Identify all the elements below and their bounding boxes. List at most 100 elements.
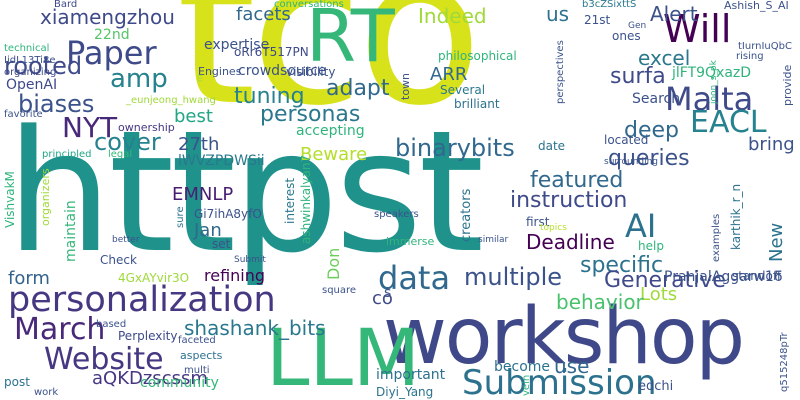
word-aqkdzscssm: co — [372, 288, 393, 309]
word-located: Search — [632, 91, 681, 107]
word-ai: AI — [625, 207, 657, 245]
word-community: Perplexity — [118, 329, 178, 343]
word-search: brilliant — [454, 97, 500, 111]
word-m: s — [384, 285, 392, 301]
word-set: sure — [175, 206, 186, 228]
word-conversations: Bard — [54, 0, 78, 10]
word-paper: Paper — [66, 34, 157, 72]
word-instruction: instruction — [510, 188, 628, 213]
word-favorite: _eunjeong_hwang — [126, 95, 216, 106]
word-vishvakm: legal — [108, 149, 133, 160]
word-will: Will — [663, 7, 732, 51]
word-maintain: organizers — [39, 168, 52, 226]
word-22nd: crowdsource — [238, 63, 327, 79]
word-lots: Deadline — [526, 230, 615, 254]
word-similar: help — [638, 239, 664, 253]
word-generative: Don — [324, 247, 343, 280]
word-tuning: tuning — [234, 84, 305, 109]
word-organizing: IjdL13Ti8e — [4, 55, 56, 66]
word-rooted: rooted — [4, 52, 83, 80]
word-shashank-bits: shashank_bits — [184, 316, 326, 340]
word-s: expertise — [204, 37, 270, 53]
word-crowdsource: lWVZPDWSii — [178, 153, 265, 169]
word-accepting: New — [766, 222, 787, 262]
word-queries: queries — [608, 146, 690, 171]
word-check: maintain — [63, 200, 79, 262]
word-karthik-r-n: similar — [478, 235, 509, 245]
word-malta: Malta — [665, 80, 754, 118]
word-featured: featured — [530, 168, 624, 193]
word-eunjeong-hwang: organizing — [4, 67, 57, 78]
word-attend: m — [195, 74, 204, 82]
word-personas: personas — [260, 102, 361, 127]
word-post: aspects — [180, 349, 223, 362]
word-first: square — [322, 285, 357, 296]
word-engines: 21st — [584, 13, 611, 27]
word-indeed: Indeed — [418, 4, 487, 28]
word-based: Check — [100, 253, 137, 267]
word-submit: better — [112, 235, 140, 245]
word-rt: RT — [306, 0, 395, 78]
word-new: bring — [748, 134, 795, 155]
word-speakers: first — [526, 215, 550, 229]
word-rising: provide — [781, 64, 794, 106]
word-provide: perspectives — [555, 40, 566, 104]
word-submission: Submission — [462, 363, 657, 400]
word-several: philosophical — [438, 49, 517, 63]
word-town: Gen — [628, 21, 647, 31]
word-eacl: EACL — [690, 105, 767, 140]
word-march: March — [14, 312, 106, 347]
word-aspects: multi — [184, 365, 210, 376]
word-ashwinkalyan7: q515248pTr — [779, 332, 790, 392]
word-help: immerse — [386, 235, 435, 248]
word-httpst: httpst — [6, 94, 484, 290]
word-visibility: oRr6T517PN — [234, 45, 309, 59]
word-llm: LLM — [266, 314, 421, 400]
word-deep: deep — [624, 118, 679, 143]
word-amp: amp — [110, 64, 168, 94]
word-multiple: multiple — [464, 263, 563, 291]
word-tiurniuqbc: rising — [736, 51, 764, 62]
word-best: best — [174, 106, 213, 127]
word-q515248ptr: vein — [521, 374, 532, 396]
word-pranjalaggarw16: edchi — [638, 379, 674, 394]
word-bring: aQKDzscssm — [92, 368, 208, 389]
word-philosophical: ownership — [118, 121, 175, 134]
word-better: set — [212, 237, 231, 251]
word-lwvzpdwsii: accepting — [296, 123, 365, 139]
word-vein: Diyi_Yang — [376, 385, 434, 399]
word-multi: faceted — [178, 335, 216, 346]
word-diyi-yang: work — [34, 387, 59, 398]
word-square: Submit — [234, 255, 266, 265]
word-legal: principled — [42, 149, 92, 160]
word-surrounding: joon_s_pk — [709, 60, 719, 104]
word-cover: cover — [94, 128, 161, 156]
word-joon-s-pk: tIurnIuQbC — [738, 41, 792, 52]
word-emnlp: EMNLP — [172, 184, 234, 205]
word-specific: specific — [580, 253, 664, 278]
word-standoff: PranjalAggarw16 — [664, 269, 783, 285]
word-important: community — [140, 375, 219, 391]
word-bard: Engines — [198, 65, 242, 78]
word-examples: karthik_r_n — [729, 183, 743, 250]
word-ownership: Gi7ihA8yfO — [194, 207, 262, 221]
word-gi7iha8yfo: creators — [459, 188, 474, 242]
word-ijdl13ti8e: technical — [4, 43, 50, 54]
word-edchi: become — [494, 359, 551, 375]
word-website: Website — [44, 342, 164, 377]
word-27th: 27th — [178, 134, 220, 155]
word-sure: interest — [283, 177, 297, 224]
word-nyt: NYT — [62, 111, 118, 144]
word-workshop: workshop — [383, 292, 745, 382]
word-don: use — [554, 354, 590, 378]
word-ashish-s-ai: b3cZSixttS — [582, 0, 637, 10]
word-date: located — [604, 133, 649, 147]
word-tco: tco — [176, 0, 483, 151]
word-creators: standoff — [732, 269, 782, 283]
word-technical: Ashish_S_AI — [724, 0, 789, 12]
word-surfa: surfa — [610, 64, 666, 89]
word-alert: Alert — [650, 2, 698, 26]
word-us: us — [546, 2, 570, 26]
word-biases: biases — [18, 90, 95, 118]
